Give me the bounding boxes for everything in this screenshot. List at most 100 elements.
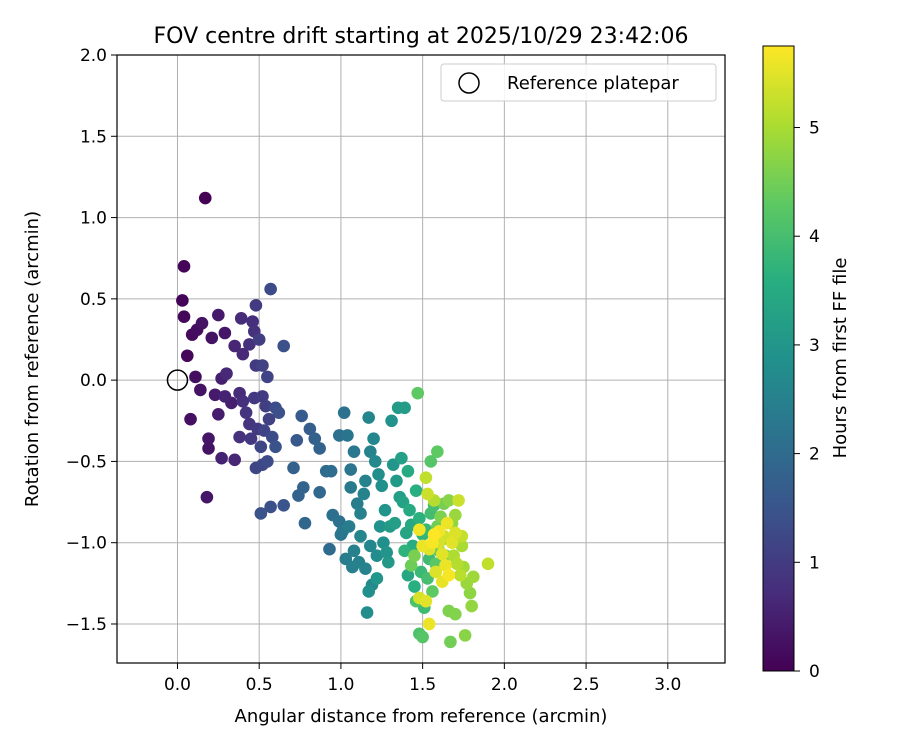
data-point [398, 401, 411, 415]
data-point [297, 481, 310, 494]
data-point [359, 562, 372, 576]
data-point [408, 549, 421, 563]
data-point [372, 468, 385, 481]
colorbar-gradient [762, 45, 795, 672]
colorbar: 0 1 2 3 4 5 Hours from first FF file [762, 45, 851, 682]
colorbar-tick-label: 4 [809, 227, 820, 247]
data-point [261, 370, 274, 384]
data-point [419, 471, 433, 484]
y-tick-label: 0.0 [80, 371, 107, 391]
data-point [243, 338, 256, 351]
x-axis-ticks: 0.0 0.5 1.0 1.5 2.0 2.5 3.0 [164, 663, 681, 695]
data-point [388, 516, 402, 530]
data-point [287, 461, 300, 475]
data-point [385, 414, 398, 428]
data-point [342, 520, 356, 533]
y-axis-label: Rotation from reference (arcmin) [22, 211, 43, 507]
data-point [382, 555, 395, 569]
data-point [347, 445, 361, 458]
data-point [234, 312, 248, 325]
colorbar-tick-label: 1 [809, 553, 820, 573]
data-point [445, 536, 459, 550]
data-point [404, 559, 418, 572]
data-point [215, 451, 228, 465]
x-tick-label: 1.0 [327, 675, 354, 695]
data-point [395, 451, 408, 465]
x-axis-label: Angular distance from reference (arcmin) [235, 706, 608, 727]
data-point [401, 464, 415, 478]
data-point [194, 383, 207, 397]
y-tick-label: 1.5 [80, 127, 107, 147]
data-point [195, 316, 209, 330]
colorbar-tick-label: 0 [809, 662, 820, 682]
data-point [265, 430, 279, 444]
data-point [449, 526, 462, 540]
data-point [228, 339, 241, 353]
data-point [344, 481, 358, 494]
legend-entry-reference: Reference platepar [507, 73, 679, 94]
data-point [337, 406, 351, 419]
legend-marker [458, 72, 480, 94]
data-point [403, 503, 416, 517]
data-point [419, 594, 433, 608]
data-point [364, 539, 377, 553]
data-point [452, 494, 465, 507]
data-point [259, 399, 273, 413]
data-point [347, 544, 361, 558]
data-point [455, 539, 469, 553]
data-point [202, 442, 215, 455]
data-point [252, 333, 266, 346]
data-point [256, 390, 269, 403]
data-point [370, 549, 384, 563]
data-point [198, 191, 212, 205]
data-point [246, 315, 259, 328]
data-point [341, 429, 354, 442]
y-tick-label: −1.0 [66, 534, 107, 554]
data-point [408, 580, 421, 593]
data-point [269, 440, 282, 454]
colorbar-tick-label: 5 [809, 119, 820, 139]
y-tick-label: 0.5 [80, 290, 107, 310]
data-point [435, 547, 449, 561]
y-tick-label: 1.0 [80, 209, 107, 229]
data-point [236, 347, 250, 361]
data-point [463, 586, 477, 600]
data-point [324, 464, 338, 478]
data-point [264, 282, 277, 296]
data-point [218, 390, 232, 403]
data-point [228, 453, 241, 467]
chart-title: FOV centre drift starting at 2025/10/29 … [154, 24, 689, 49]
data-point [295, 409, 308, 423]
data-point [401, 568, 415, 582]
data-point [177, 310, 191, 324]
data-point [176, 294, 189, 307]
data-point [398, 544, 411, 558]
data-point [233, 430, 246, 444]
data-point [442, 568, 456, 582]
data-point [236, 394, 250, 408]
data-point [375, 479, 389, 493]
data-point [427, 528, 441, 541]
data-point [362, 411, 375, 424]
data-point [444, 635, 457, 649]
data-point [378, 503, 392, 517]
data-point [368, 455, 382, 468]
data-point [390, 474, 403, 488]
data-point [277, 339, 291, 353]
data-point [303, 422, 317, 436]
data-point [458, 629, 472, 642]
data-point [313, 486, 326, 499]
data-points [176, 191, 495, 649]
y-tick-label: −1.5 [66, 615, 107, 635]
data-point [313, 442, 326, 455]
data-point [184, 412, 197, 426]
y-tick-label: −0.5 [66, 452, 107, 472]
data-point [212, 308, 225, 322]
data-point [422, 617, 436, 631]
data-point [350, 497, 364, 510]
colorbar-tick-label: 2 [809, 445, 820, 465]
data-point [308, 432, 322, 445]
colorbar-label: Hours from first FF file [830, 258, 851, 459]
data-point [449, 607, 462, 621]
